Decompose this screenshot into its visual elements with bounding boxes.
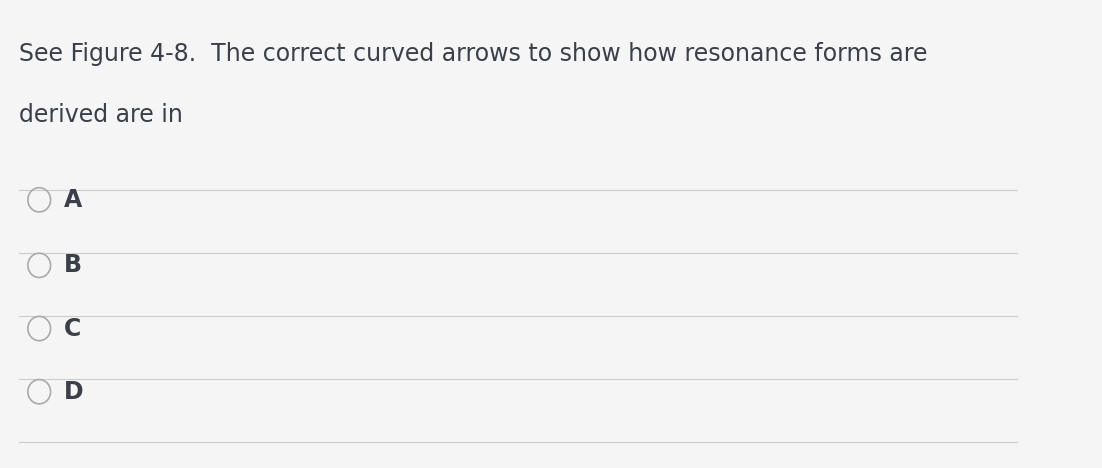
Text: See Figure 4-8.  The correct curved arrows to show how resonance forms are: See Figure 4-8. The correct curved arrow… [19,42,927,66]
Text: D: D [64,380,84,404]
Text: derived are in: derived are in [19,103,183,127]
Text: A: A [64,188,83,212]
Text: C: C [64,316,82,341]
Text: B: B [64,253,82,278]
